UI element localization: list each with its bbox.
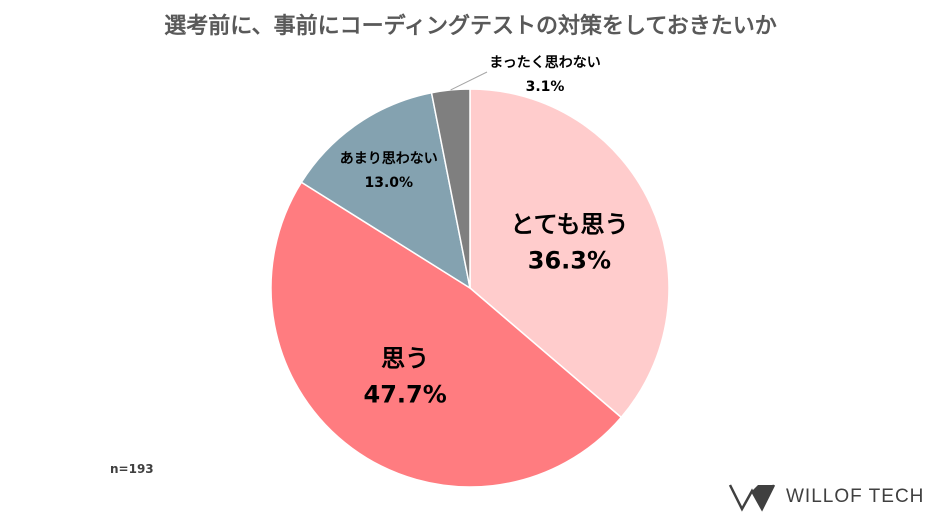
pie-slice [270, 181, 623, 488]
sample-size-note: n=193 [110, 462, 154, 476]
brand-name: WILLOF TECH [786, 486, 925, 507]
slice-value-label: 13.0% [365, 175, 414, 191]
brand-logo: WILLOF TECH [728, 482, 924, 512]
slice-value-label: 3.1% [526, 79, 565, 95]
slice-label: まったく思わない [489, 55, 600, 71]
slice-value-label: 47.7% [364, 381, 447, 409]
slice-label: とても思う [510, 211, 628, 239]
slice-label: あまり思わない [340, 151, 438, 167]
chart-title: 選考前に、事前にコーディングテストの対策をしておきたいか [164, 14, 777, 39]
willof-logo-icon [728, 484, 776, 512]
leader-line [450, 71, 488, 91]
slice-value-label: 36.3% [528, 247, 611, 275]
pie-slice [469, 88, 670, 419]
slice-label: 思う [381, 345, 429, 373]
pie-slice [300, 91, 472, 290]
